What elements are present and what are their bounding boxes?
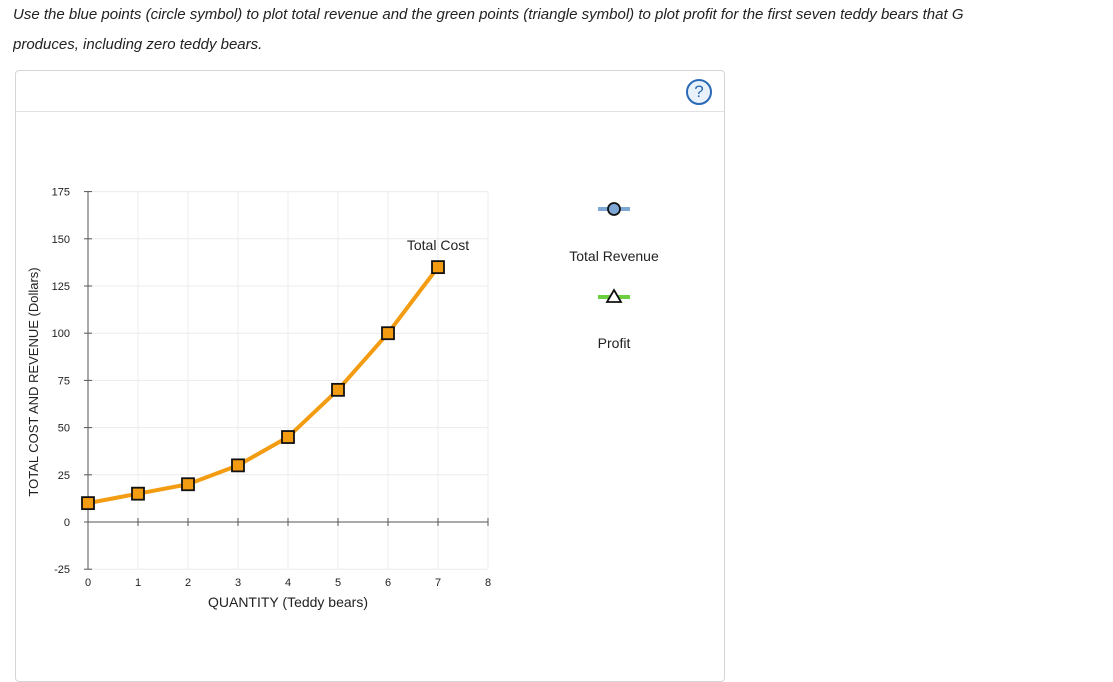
total-cost-point[interactable]	[81, 496, 95, 511]
y-tick-label: 75	[58, 375, 70, 387]
y-axis-title: TOTAL COST AND REVENUE (Dollars)	[26, 267, 41, 496]
y-tick-label: -25	[54, 564, 70, 576]
total-cost-point[interactable]	[431, 260, 445, 275]
y-tick-label: 0	[64, 517, 70, 529]
profit-legend-label: Profit	[598, 335, 631, 351]
y-tick-label: 25	[58, 470, 70, 482]
profit-triangle-icon[interactable]	[605, 288, 623, 303]
total-cost-point[interactable]	[231, 458, 245, 473]
x-tick-label: 5	[335, 577, 341, 589]
x-tick-label: 3	[235, 577, 241, 589]
total-cost-point[interactable]	[381, 326, 395, 341]
x-tick-label: 8	[485, 577, 491, 589]
total-cost-label: Total Cost	[407, 237, 469, 253]
panel-header: ?	[16, 71, 724, 112]
y-tick-label: 100	[52, 328, 70, 340]
total-revenue-circle-icon[interactable]	[607, 202, 621, 216]
y-tick-label: 125	[52, 281, 70, 293]
total-cost-point[interactable]	[281, 430, 295, 444]
y-tick-label: 175	[52, 187, 70, 199]
total-cost-point[interactable]	[131, 486, 145, 501]
instructions: Use the blue points (circle symbol) to p…	[13, 0, 1113, 60]
x-tick-label: 2	[185, 577, 191, 589]
total-revenue-legend-label: Total Revenue	[569, 248, 659, 264]
instructions-line-2: produces, including zero teddy bears.	[13, 36, 263, 53]
x-tick-label: 6	[385, 577, 391, 589]
total-cost-line	[87, 265, 440, 506]
x-axis-title: QUANTITY (Teddy bears)	[208, 594, 368, 610]
instructions-line-1: Use the blue points (circle symbol) to p…	[13, 6, 964, 23]
y-tick-label: 50	[58, 423, 70, 435]
y-tick-label: 150	[52, 234, 70, 246]
help-icon[interactable]: ?	[686, 79, 712, 105]
total-cost-point[interactable]	[331, 382, 345, 397]
x-tick-label: 7	[435, 577, 441, 589]
total-cost-point[interactable]	[181, 477, 195, 492]
x-tick-label: 0	[85, 577, 91, 589]
x-tick-label: 1	[135, 577, 141, 589]
x-tick-label: 4	[285, 577, 291, 589]
